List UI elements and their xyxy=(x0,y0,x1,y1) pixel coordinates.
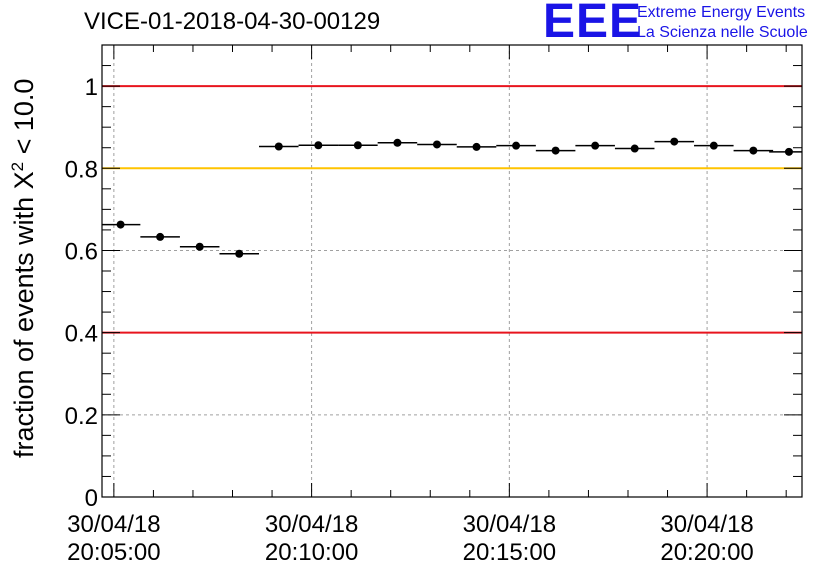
data-point xyxy=(512,141,521,150)
x-tick-label-date: 30/04/18 xyxy=(265,511,358,538)
data-point xyxy=(472,142,481,151)
y-tick-label: 0.2 xyxy=(65,403,98,430)
data-point xyxy=(274,142,283,151)
grid-layer xyxy=(102,45,802,497)
data-point xyxy=(709,141,718,150)
data-point xyxy=(551,146,560,155)
data-points-layer xyxy=(102,137,802,258)
y-tick-label: 0.8 xyxy=(65,156,98,183)
data-point xyxy=(235,249,244,258)
reference-lines-layer xyxy=(102,85,802,334)
logo-mark: EEE xyxy=(543,0,643,48)
x-tick-label-date: 30/04/18 xyxy=(463,511,556,538)
data-point xyxy=(749,146,758,155)
data-point xyxy=(353,141,362,150)
y-tick-label: 0.4 xyxy=(65,321,98,348)
data-point xyxy=(156,232,165,241)
data-point xyxy=(432,140,441,149)
x-tick-label-time: 20:15:00 xyxy=(463,539,556,566)
data-point xyxy=(670,137,679,146)
x-tick-label-date: 30/04/18 xyxy=(67,511,160,538)
eee-logo: EEE Extreme Energy Events La Scienza nel… xyxy=(543,0,833,48)
logo-text-line1: Extreme Energy Events xyxy=(637,4,806,21)
y-tick-label: 1 xyxy=(85,74,98,101)
data-point xyxy=(393,138,402,147)
data-point xyxy=(784,147,793,156)
data-point xyxy=(591,141,600,150)
y-tick-label: 0.6 xyxy=(65,238,98,265)
x-tick-label-date: 30/04/18 xyxy=(660,511,753,538)
chart-title: VICE-01-2018-04-30-00129 xyxy=(84,8,381,35)
plot-frame-layer xyxy=(101,44,803,498)
data-point xyxy=(314,141,323,150)
data-point xyxy=(116,220,125,229)
x-tick-label-time: 20:10:00 xyxy=(265,539,358,566)
y-tick-label: 0 xyxy=(85,485,98,512)
data-point xyxy=(630,144,639,153)
data-point xyxy=(195,242,204,251)
plot-frame xyxy=(101,44,803,498)
x-tick-label-time: 20:05:00 xyxy=(67,539,160,566)
x-tick-label-time: 20:20:00 xyxy=(660,539,753,566)
logo-text-line2: La Scienza nelle Scuole xyxy=(637,24,808,41)
axis-ticks-layer: 00.20.40.60.8130/04/1820:05:0030/04/1820… xyxy=(65,44,802,566)
